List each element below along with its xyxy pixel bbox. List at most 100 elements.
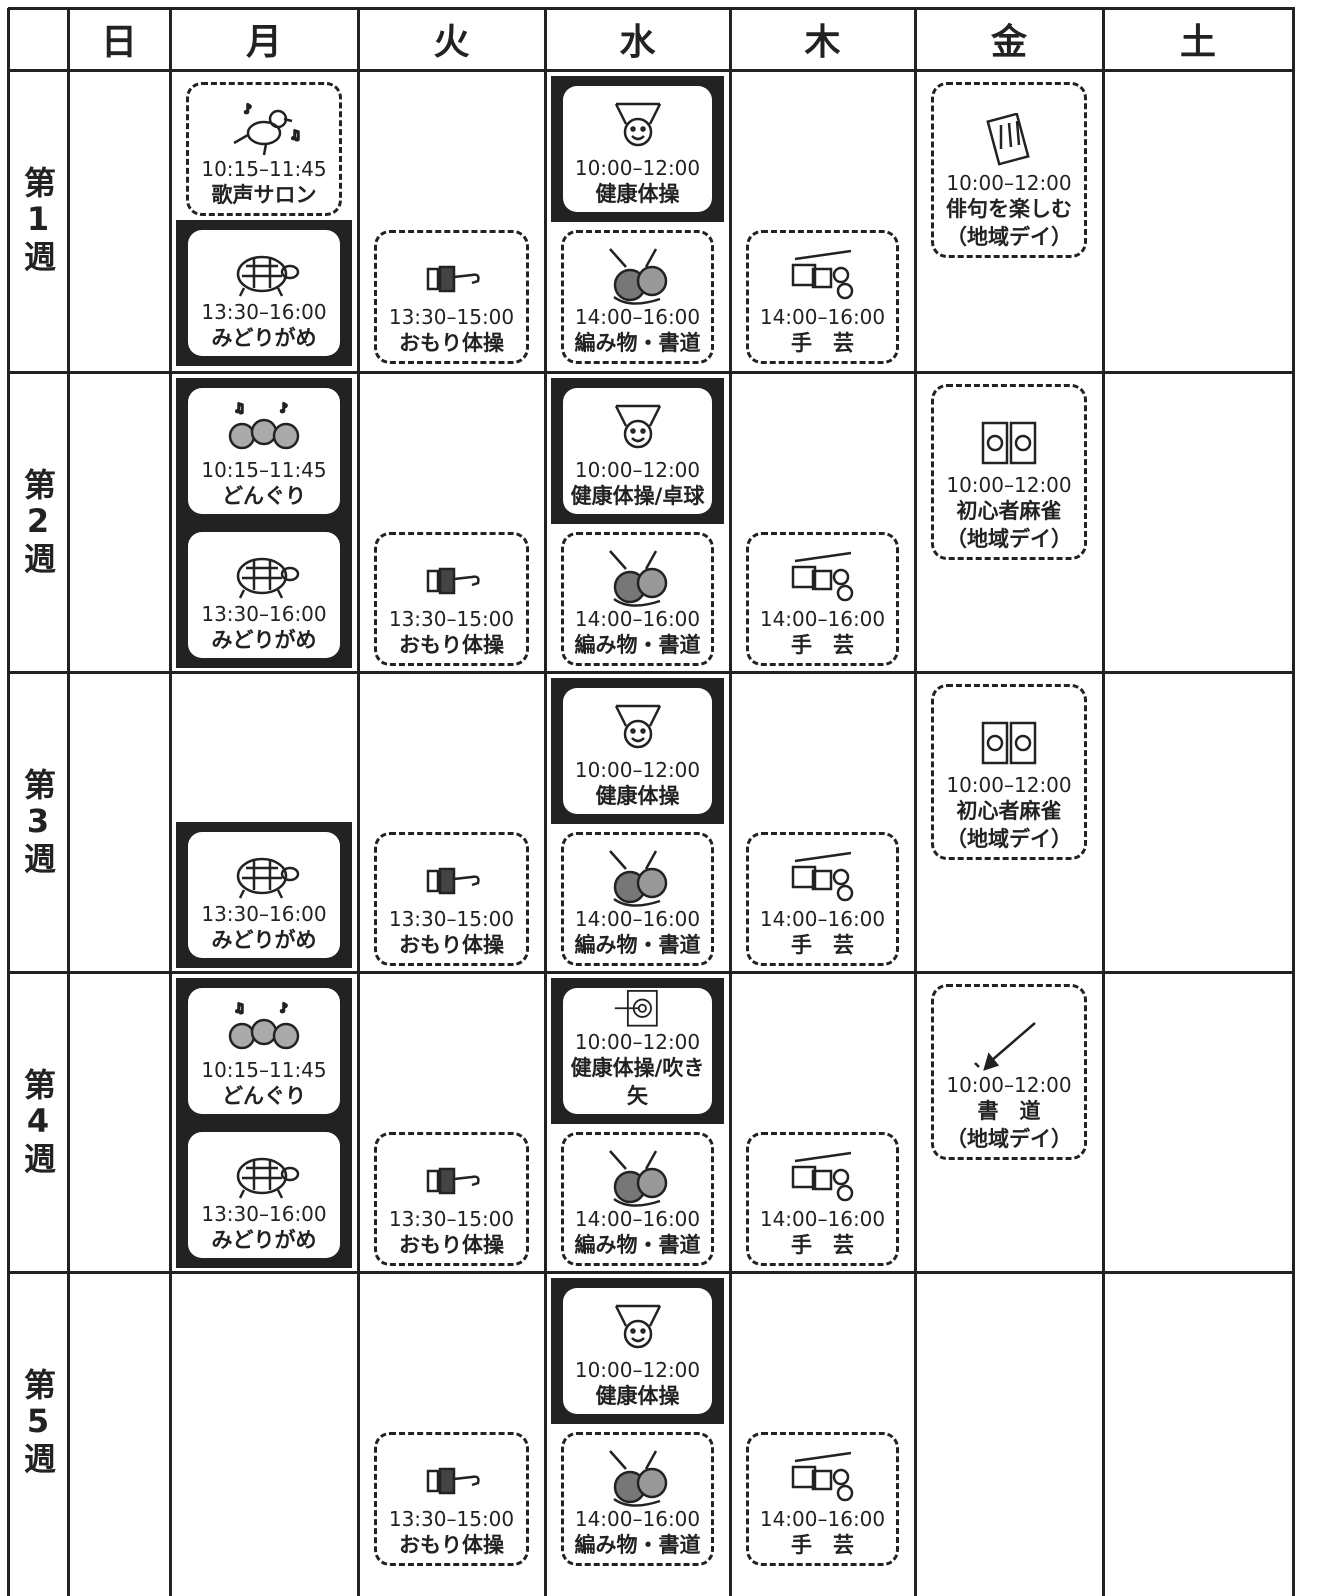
event-time: 13:30–15:00	[388, 305, 515, 329]
event-time: 10:00–12:00	[946, 171, 1072, 195]
week-label: 第1週	[19, 166, 57, 274]
event-card: 14:00–16:00 編み物・書道	[561, 1432, 714, 1566]
event-time: 14:00–16:00	[574, 1507, 701, 1531]
week-label: 第5週	[19, 1368, 57, 1476]
svg-text:♪: ♪	[280, 1001, 288, 1015]
grid-line	[8, 1271, 1295, 1274]
event-time: 13:30–16:00	[201, 300, 327, 324]
event-name: おもり体操	[399, 633, 504, 657]
event-card: 14:00–16:00 手 芸	[746, 532, 899, 666]
event-time: 10:00–12:00	[574, 156, 701, 180]
event-time: 14:00–16:00	[574, 907, 701, 931]
grid-line	[8, 7, 1295, 10]
event-name: 手 芸	[791, 1533, 854, 1557]
event-icon	[608, 1150, 667, 1207]
event-icon	[614, 989, 658, 1027]
event-name: 健康体操	[595, 784, 680, 808]
event-name: 編み物・書道	[574, 633, 701, 657]
event-time: 13:30–16:00	[201, 1202, 327, 1226]
event-card: 10:00–12:00 初心者麻雀 （地域デイ）	[931, 384, 1087, 560]
grid-line	[1292, 8, 1295, 1596]
event-inner: 10:00–12:00 健康体操	[563, 86, 712, 212]
event-time: 14:00–16:00	[759, 907, 886, 931]
event-time: 13:30–16:00	[201, 602, 327, 626]
grid-line	[1102, 8, 1105, 1596]
week-label: 第3週	[19, 768, 57, 876]
event-card: 10:00–12:00 健康体操	[551, 1278, 724, 1424]
event-card: 14:00–16:00 編み物・書道	[561, 230, 714, 364]
event-icon	[614, 704, 661, 749]
event-inner: 13:30–16:00 みどりがめ	[188, 532, 340, 658]
event-inner: 13:30–16:00 みどりがめ	[188, 1132, 340, 1258]
event-card: 10:00–12:00 初心者麻雀 （地域デイ）	[931, 684, 1087, 860]
event-time: 10:00–12:00	[574, 1358, 701, 1382]
event-time: 10:00–12:00	[574, 458, 701, 482]
event-time: 10:00–12:00	[946, 773, 1072, 797]
event-icon	[426, 567, 480, 595]
day-header: 火	[433, 22, 470, 63]
event-name: 初心者麻雀 （地域デイ）	[946, 499, 1072, 551]
event-card: 10:00–12:00 健康体操	[551, 76, 724, 222]
event-inner: 10:00–12:00 健康体操/卓球	[563, 388, 712, 514]
event-card: ♪ ♫ 10:15–11:45 歌声サロン	[186, 82, 342, 216]
event-card: 10:00–12:00 健康体操/卓球	[551, 378, 724, 524]
event-time: 14:00–16:00	[574, 1207, 701, 1231]
event-time: 14:00–16:00	[759, 1207, 886, 1231]
event-card: 13:30–15:00 おもり体操	[374, 832, 529, 966]
svg-text:♫: ♫	[234, 1001, 245, 1015]
day-header: 月	[245, 22, 282, 63]
event-icon	[236, 557, 300, 599]
event-inner: 10:00–12:00 健康体操	[563, 1288, 712, 1414]
event-icon: ♫ ♪	[228, 1000, 300, 1050]
event-icon	[608, 550, 667, 607]
grid-line	[8, 69, 1295, 72]
event-time: 14:00–16:00	[759, 1507, 886, 1531]
event-name: 歌声サロン	[211, 183, 317, 207]
event-card: 13:30–16:00 みどりがめ	[176, 1122, 352, 1268]
event-name: おもり体操	[399, 1533, 504, 1557]
event-inner: 13:30–16:00 みどりがめ	[188, 230, 340, 356]
event-name: 初心者麻雀 （地域デイ）	[946, 799, 1072, 851]
event-name: みどりがめ	[211, 326, 317, 350]
grid-line	[544, 8, 547, 1596]
grid-line	[7, 8, 10, 1596]
event-name: みどりがめ	[211, 1228, 317, 1252]
event-time: 13:30–15:00	[388, 1207, 515, 1231]
event-icon	[236, 255, 300, 297]
event-inner: 10:00–12:00 健康体操	[563, 688, 712, 814]
event-name: 手 芸	[791, 1233, 854, 1257]
event-name: みどりがめ	[211, 928, 317, 952]
event-name: おもり体操	[399, 933, 504, 957]
event-icon	[791, 1151, 853, 1202]
grid-line	[8, 971, 1295, 974]
event-card: 14:00–16:00 手 芸	[746, 832, 899, 966]
event-name: 手 芸	[791, 633, 854, 657]
event-card: ♫ ♪ 10:15–11:45 どんぐり	[176, 978, 352, 1124]
event-time: 13:30–15:00	[388, 607, 515, 631]
event-icon: ♪♫	[233, 101, 302, 156]
grid-line	[8, 371, 1295, 374]
event-name: 編み物・書道	[574, 331, 701, 355]
event-name: 編み物・書道	[574, 1533, 701, 1557]
event-time: 13:30–15:00	[388, 1507, 515, 1531]
event-card: 13:30–15:00 おもり体操	[374, 230, 529, 364]
svg-text:♪: ♪	[244, 102, 252, 116]
event-icon	[236, 1157, 300, 1199]
event-icon	[426, 867, 480, 895]
event-card: 13:30–16:00 みどりがめ	[176, 220, 352, 366]
event-icon	[608, 850, 667, 907]
grid-line	[914, 8, 917, 1596]
svg-text:♪: ♪	[280, 401, 288, 415]
event-time: 10:00–12:00	[946, 1073, 1072, 1097]
event-inner: 13:30–16:00 みどりがめ	[188, 832, 340, 958]
event-name: 俳句を楽しむ （地域デイ）	[946, 197, 1072, 249]
event-time: 10:15–11:45	[201, 458, 327, 482]
event-name: おもり体操	[399, 331, 504, 355]
event-name: 編み物・書道	[574, 1233, 701, 1257]
event-icon	[426, 265, 480, 293]
event-time: 14:00–16:00	[759, 305, 886, 329]
day-header: 水	[619, 22, 656, 63]
event-time: 14:00–16:00	[759, 607, 886, 631]
event-icon	[608, 1450, 667, 1507]
